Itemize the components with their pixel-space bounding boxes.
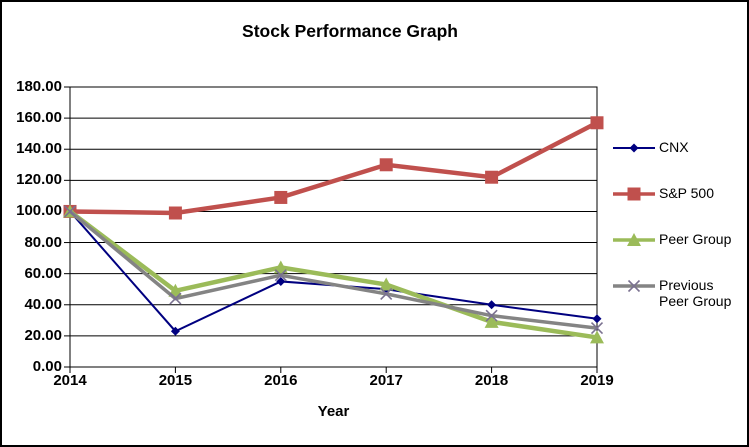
triangle-marker: [379, 277, 394, 291]
x-marker: [169, 292, 182, 305]
y-tick-label: 20.00: [24, 326, 62, 344]
legend-label: Previous Peer Group: [659, 277, 732, 309]
legend: CNX S&P 500 Peer Group Previous Peer Group: [613, 139, 739, 309]
x-tick-label: 2014: [53, 372, 87, 389]
legend-label: CNX: [659, 139, 689, 155]
triangle-marker: [484, 314, 499, 328]
series-s-p-500: [63, 116, 604, 220]
y-tick-label: 40.00: [24, 295, 62, 313]
diamond-marker: [592, 314, 602, 324]
legend-item-peer-group: Peer Group: [613, 231, 739, 248]
legend-label: S&P 500: [659, 185, 715, 201]
square-marker: [590, 116, 604, 130]
x-marker: [274, 269, 287, 282]
legend-key-s-p-500: [613, 187, 655, 201]
x-marker: [63, 205, 77, 218]
legend-item-previous-peer-group: Previous Peer Group: [613, 277, 739, 309]
y-tick-label: 140.00: [16, 140, 62, 158]
y-tick-label: 160.00: [16, 109, 62, 127]
legend-key-previous-peer-group: [613, 279, 655, 293]
triangle-marker: [627, 233, 641, 246]
y-tick-label: 80.00: [24, 233, 62, 251]
x-axis-ticks: [69, 367, 598, 373]
x-axis-title: Year: [317, 403, 350, 420]
diamond-marker: [629, 143, 639, 153]
y-tick-label: 60.00: [24, 264, 62, 282]
x-marker: [590, 322, 604, 335]
x-marker: [380, 287, 393, 300]
triangle-marker: [590, 330, 604, 344]
y-tick-label: 180.00: [16, 78, 62, 95]
x-tick-label: 2016: [264, 372, 298, 389]
diamond-marker: [276, 276, 286, 286]
square-marker: [379, 158, 393, 172]
series-previous-peer-group: [63, 205, 604, 335]
y-tick-label: 0.00: [32, 358, 62, 375]
x-marker: [485, 309, 498, 322]
x-tick-label: 2015: [158, 372, 193, 389]
square-marker: [485, 170, 499, 184]
triangle-marker: [273, 260, 288, 274]
x-tick-label: 2018: [474, 372, 509, 389]
chart-title: Stock Performance Graph: [242, 21, 458, 41]
plot-border: [69, 86, 598, 368]
legend-key-cnx: [613, 143, 655, 153]
y-tick-label: 120.00: [16, 171, 62, 189]
square-marker: [168, 206, 182, 220]
x-marker: [627, 279, 641, 293]
legend-item-cnx: CNX: [613, 139, 739, 156]
y-tick-label: 100.00: [16, 202, 62, 220]
legend-key-peer-group: [613, 233, 655, 246]
square-marker: [627, 187, 641, 201]
x-tick-label: 2017: [369, 372, 403, 389]
x-tick-label: 2019: [580, 372, 614, 389]
legend-item-s-p-500: S&P 500: [613, 185, 739, 202]
square-marker: [274, 190, 288, 204]
legend-label: Peer Group: [659, 231, 732, 247]
diamond-marker: [170, 326, 180, 336]
diamond-marker: [487, 300, 497, 310]
